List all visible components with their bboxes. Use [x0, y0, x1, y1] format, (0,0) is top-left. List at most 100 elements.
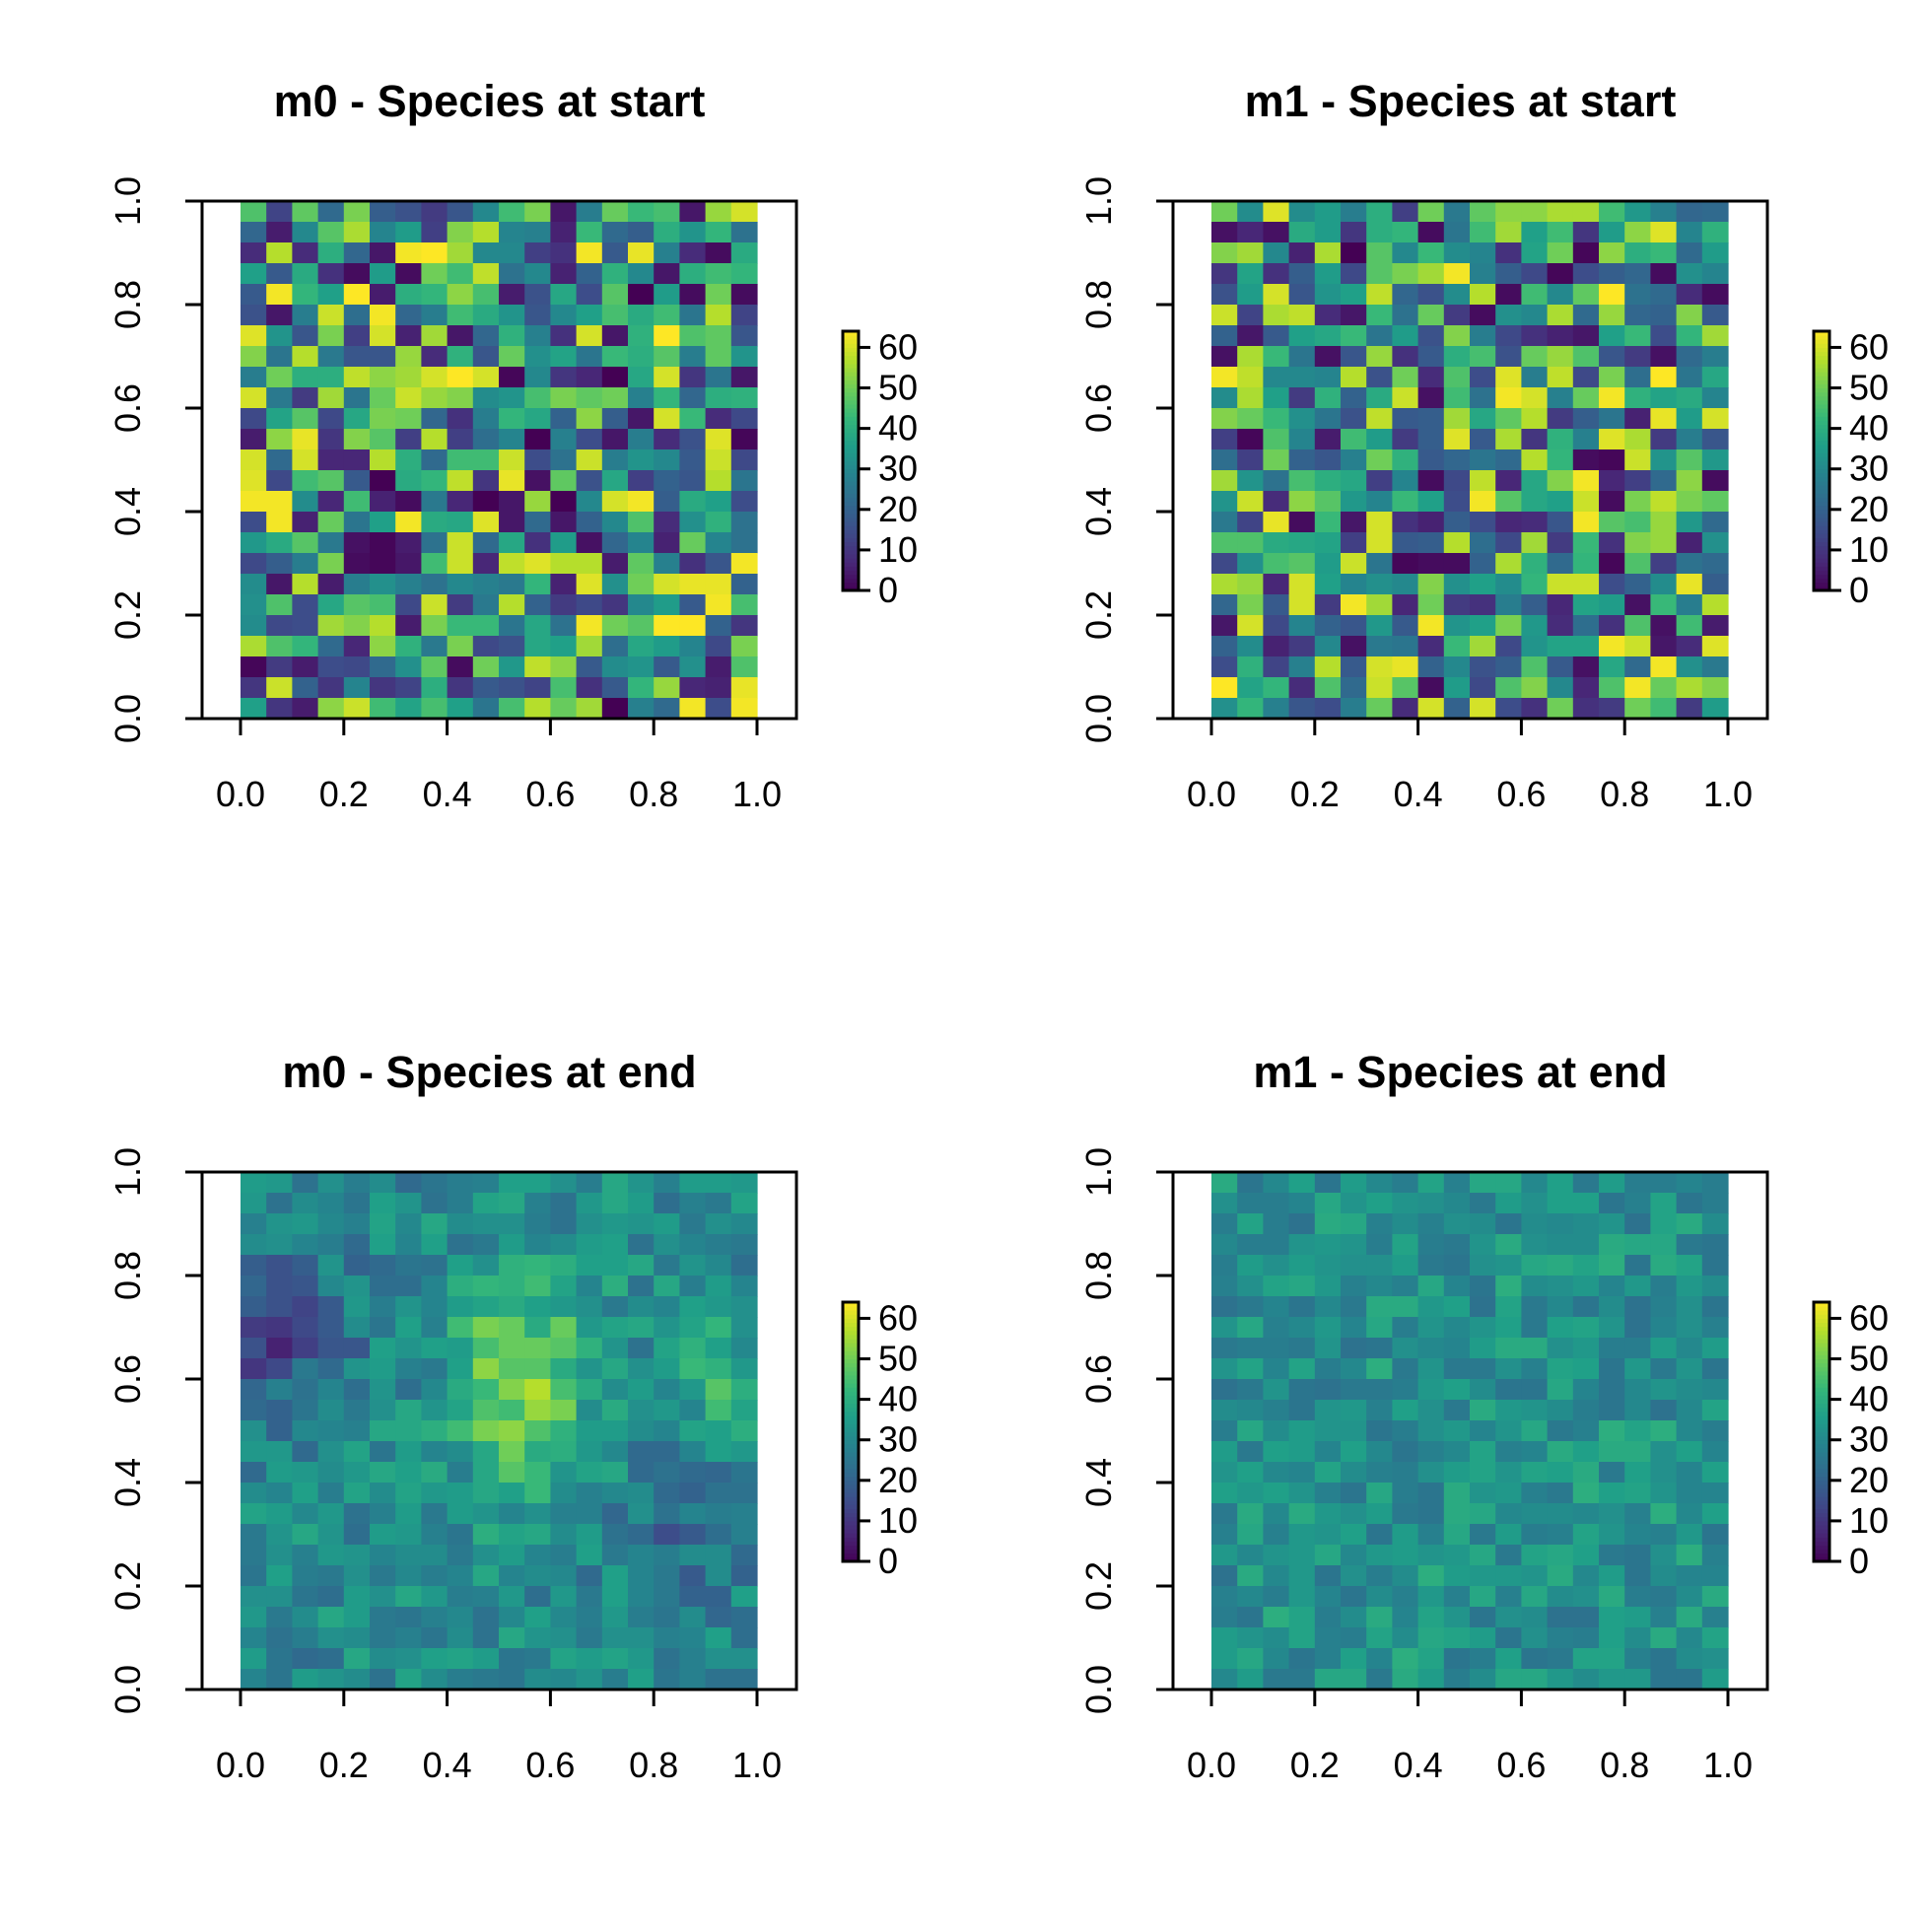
heatmap-cell: [395, 615, 422, 637]
legend-tick-label: 0: [1849, 1541, 1869, 1581]
heatmap-cell: [730, 346, 758, 368]
heatmap-cell: [499, 408, 525, 430]
heatmap-cell: [1237, 222, 1264, 243]
heatmap-cell: [343, 346, 371, 368]
heatmap-cell: [1547, 636, 1574, 657]
heatmap-cell: [730, 1441, 758, 1463]
heatmap-cell: [601, 1503, 629, 1525]
heatmap-cell: [317, 305, 345, 326]
heatmap-cell: [1599, 1193, 1625, 1214]
heatmap-cell: [1470, 1627, 1496, 1649]
heatmap-cell: [1443, 636, 1471, 657]
heatmap-cell: [1263, 429, 1290, 450]
heatmap-cell: [343, 242, 371, 264]
heatmap-cell: [576, 491, 603, 513]
heatmap-cell: [1572, 284, 1600, 306]
heatmap-cell: [266, 1255, 293, 1276]
heatmap-cell: [1443, 470, 1471, 492]
heatmap-cell: [292, 1524, 319, 1546]
heatmap-cell: [524, 429, 551, 450]
legend-segment: [843, 416, 859, 421]
heatmap-cell: [1211, 636, 1238, 657]
heatmap-cell: [1650, 1441, 1678, 1463]
heatmap-cell: [705, 1483, 732, 1504]
legend-segment: [843, 1330, 859, 1336]
heatmap-cell: [1547, 325, 1574, 347]
heatmap-cell: [1547, 677, 1574, 699]
heatmap-cell: [266, 284, 293, 306]
legend-segment: [1814, 554, 1829, 559]
heatmap-cell: [654, 1400, 680, 1421]
heatmap-cell: [472, 1255, 500, 1276]
heatmap-cell: [679, 201, 707, 223]
heatmap-cell: [628, 512, 655, 533]
heatmap-cell: [317, 491, 345, 513]
heatmap-cell: [601, 677, 629, 699]
heatmap-cell: [1417, 1317, 1445, 1339]
legend-segment: [1814, 1512, 1829, 1518]
heatmap-cell: [1211, 263, 1238, 285]
heatmap-cell: [421, 1627, 448, 1649]
legend-tick-label: 10: [878, 529, 918, 570]
heatmap-cell: [499, 222, 525, 243]
heatmap-cell: [241, 1669, 267, 1690]
heatmap-cell: [421, 1255, 448, 1276]
heatmap-cell: [1495, 1420, 1522, 1442]
legend-segment: [843, 380, 859, 384]
heatmap-cell: [1314, 1193, 1342, 1214]
heatmap-cell: [601, 1545, 629, 1566]
y-tick-label: 0.2: [107, 1561, 148, 1611]
heatmap-cell: [601, 1317, 629, 1339]
heatmap-cell: [1237, 1420, 1264, 1442]
legend-tick-label: 10: [1849, 529, 1889, 570]
heatmap-cell: [1341, 1483, 1367, 1504]
heatmap-cell: [343, 1400, 371, 1421]
heatmap-cell: [499, 1379, 525, 1401]
heatmap-cell: [266, 636, 293, 657]
heatmap-cell: [266, 553, 293, 575]
heatmap-cell: [1547, 367, 1574, 388]
heatmap-cell: [317, 242, 345, 264]
legend-segment: [1814, 1452, 1829, 1457]
heatmap-cell: [524, 1358, 551, 1380]
heatmap-cell: [317, 201, 345, 223]
heatmap-cell: [1676, 1379, 1703, 1401]
heatmap-cell: [601, 512, 629, 533]
heatmap-cell: [1599, 677, 1625, 699]
heatmap-cell: [1495, 1545, 1522, 1566]
heatmap-cell: [705, 1462, 732, 1484]
heatmap-cell: [1495, 491, 1522, 513]
heatmap-cell: [292, 1503, 319, 1525]
heatmap-cell: [1211, 532, 1238, 554]
heatmap-cell: [266, 242, 293, 264]
heatmap-cell: [395, 1586, 422, 1608]
heatmap-cell: [241, 636, 267, 657]
heatmap-cell: [628, 491, 655, 513]
heatmap-cell: [1624, 1586, 1651, 1608]
heatmap-cell: [576, 1420, 603, 1442]
heatmap-cell: [1443, 1441, 1471, 1463]
heatmap-cell: [628, 615, 655, 637]
heatmap-cell: [1443, 305, 1471, 326]
heatmap-cell: [370, 491, 396, 513]
heatmap-cell: [601, 574, 629, 595]
heatmap-cell: [524, 553, 551, 575]
legend-segment: [843, 1306, 859, 1311]
heatmap-cell: [241, 1586, 267, 1608]
legend-segment: [1814, 367, 1829, 373]
heatmap-cell: [499, 1648, 525, 1670]
legend-tick-label: 30: [1849, 1419, 1889, 1460]
heatmap-cell: [679, 284, 707, 306]
legend-segment: [843, 372, 859, 377]
x-tick-label: 0.0: [1187, 1745, 1236, 1785]
heatmap-cell: [1417, 470, 1445, 492]
heatmap-cell: [1521, 1400, 1549, 1421]
heatmap-cell: [1314, 470, 1342, 492]
heatmap-cell: [730, 574, 758, 595]
heatmap-cell: [1443, 201, 1471, 223]
heatmap-cell: [654, 1524, 680, 1546]
heatmap-cell: [654, 263, 680, 285]
heatmap-cell: [317, 1317, 345, 1339]
heatmap-cell: [1624, 512, 1651, 533]
legend-segment: [1814, 403, 1829, 409]
